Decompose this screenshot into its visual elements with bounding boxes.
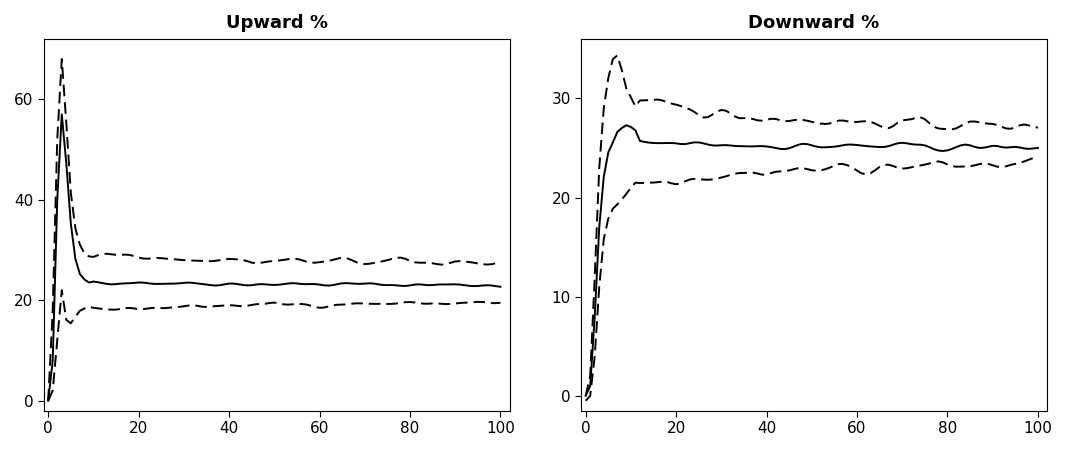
Title: Downward %: Downward % <box>749 14 880 32</box>
Title: Upward %: Upward % <box>225 14 328 32</box>
